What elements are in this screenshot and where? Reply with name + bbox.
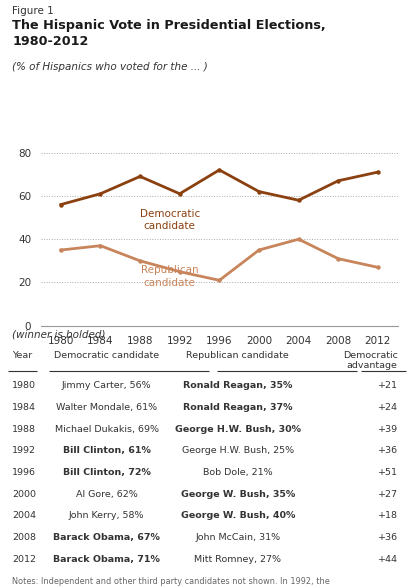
- Text: +21: +21: [377, 381, 397, 390]
- Text: George W. Bush, 40%: George W. Bush, 40%: [180, 511, 294, 520]
- Text: John Kerry, 58%: John Kerry, 58%: [69, 511, 144, 520]
- Text: Notes: Independent and other third party candidates not shown. In 1992, the
inde: Notes: Independent and other third party…: [12, 577, 351, 587]
- Text: Democratic
advantage: Democratic advantage: [342, 350, 397, 370]
- Text: Barack Obama, 71%: Barack Obama, 71%: [53, 555, 160, 564]
- Text: Democratic candidate: Democratic candidate: [54, 350, 159, 360]
- Text: Democratic
candidate: Democratic candidate: [139, 209, 200, 231]
- Text: Mitt Romney, 27%: Mitt Romney, 27%: [194, 555, 281, 564]
- Text: +18: +18: [377, 511, 397, 520]
- Text: +24: +24: [377, 403, 397, 412]
- Text: +51: +51: [377, 468, 397, 477]
- Text: +36: +36: [377, 533, 397, 542]
- Text: +44: +44: [377, 555, 397, 564]
- Text: 1996: 1996: [12, 468, 36, 477]
- Text: Bob Dole, 21%: Bob Dole, 21%: [202, 468, 272, 477]
- Text: Michael Dukakis, 69%: Michael Dukakis, 69%: [54, 424, 158, 434]
- Text: 1992: 1992: [12, 446, 36, 455]
- Text: +27: +27: [377, 490, 397, 498]
- Text: 1980: 1980: [12, 381, 36, 390]
- Text: Bill Clinton, 61%: Bill Clinton, 61%: [63, 446, 150, 455]
- Text: 2004: 2004: [12, 511, 36, 520]
- Text: Republican
candidate: Republican candidate: [141, 265, 198, 288]
- Text: George H.W. Bush, 30%: George H.W. Bush, 30%: [174, 424, 300, 434]
- Text: Al Gore, 62%: Al Gore, 62%: [76, 490, 137, 498]
- Text: Year: Year: [12, 350, 32, 360]
- Text: +39: +39: [377, 424, 397, 434]
- Text: Bill Clinton, 72%: Bill Clinton, 72%: [63, 468, 150, 477]
- Text: 2012: 2012: [12, 555, 36, 564]
- Text: Republican candidate: Republican candidate: [186, 350, 288, 360]
- Text: 2000: 2000: [12, 490, 36, 498]
- Text: Barack Obama, 67%: Barack Obama, 67%: [53, 533, 160, 542]
- Text: George H.W. Bush, 25%: George H.W. Bush, 25%: [181, 446, 293, 455]
- Text: 2008: 2008: [12, 533, 36, 542]
- Text: Ronald Reagan, 37%: Ronald Reagan, 37%: [182, 403, 292, 412]
- Text: 1988: 1988: [12, 424, 36, 434]
- Text: Walter Mondale, 61%: Walter Mondale, 61%: [56, 403, 157, 412]
- Text: George W. Bush, 35%: George W. Bush, 35%: [180, 490, 294, 498]
- Text: +36: +36: [377, 446, 397, 455]
- Text: (% of Hispanics who voted for the ... ): (% of Hispanics who voted for the ... ): [12, 62, 207, 72]
- Text: John McCain, 31%: John McCain, 31%: [195, 533, 280, 542]
- Text: (winner is bolded): (winner is bolded): [12, 330, 106, 340]
- Text: Ronald Reagan, 35%: Ronald Reagan, 35%: [183, 381, 292, 390]
- Text: The Hispanic Vote in Presidential Elections,
1980-2012: The Hispanic Vote in Presidential Electi…: [12, 19, 325, 48]
- Text: 1984: 1984: [12, 403, 36, 412]
- Text: Figure 1: Figure 1: [12, 6, 54, 16]
- Text: Jimmy Carter, 56%: Jimmy Carter, 56%: [62, 381, 151, 390]
